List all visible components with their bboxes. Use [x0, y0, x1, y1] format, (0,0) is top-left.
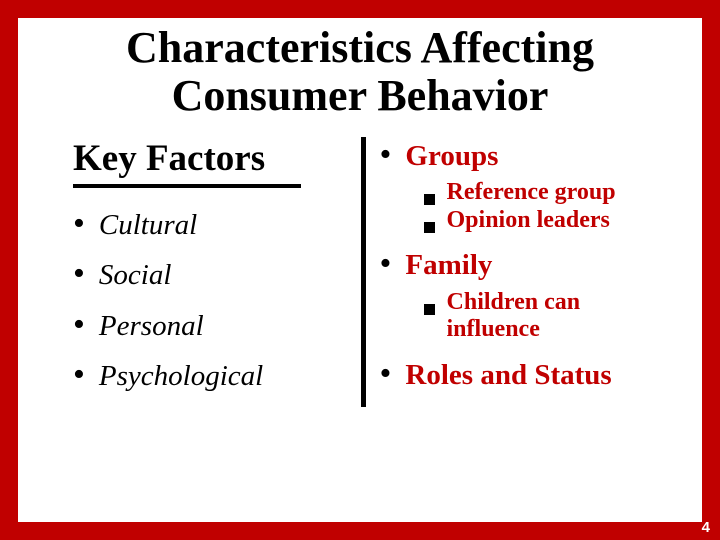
bullet-icon: • [73, 308, 85, 342]
list-item-label: Groups [405, 137, 498, 175]
details-list: • Groups Reference group [380, 137, 672, 394]
list-item-label: Social [99, 256, 172, 294]
list-item: • Groups Reference group [380, 137, 672, 234]
list-item-label: Personal [99, 307, 204, 345]
sublist-item-label: Children can influence [447, 289, 672, 344]
bullet-icon: • [73, 358, 85, 392]
title-line-2: Consumer Behavior [18, 72, 702, 120]
key-factors-list: • Cultural • Social • Personal [73, 206, 351, 395]
list-item: • Cultural [73, 206, 351, 244]
sublist: Children can influence [424, 289, 672, 344]
list-item: • Family Children can influence [380, 246, 672, 343]
sublist-item-label: Opinion leaders [447, 207, 610, 235]
square-bullet-icon [424, 304, 435, 315]
key-factors-heading: Key Factors [73, 137, 301, 188]
page-number: 4 [702, 519, 710, 536]
sublist-item-label: Reference group [447, 179, 616, 207]
title-line-1: Characteristics Affecting [18, 24, 702, 72]
right-column: • Groups Reference group [361, 137, 672, 407]
list-item-label: Family [405, 246, 492, 284]
list-item: • Psychological [73, 357, 351, 395]
slide-title: Characteristics Affecting Consumer Behav… [18, 18, 702, 119]
list-item: • Social [73, 256, 351, 294]
list-item: • Personal [73, 307, 351, 345]
square-bullet-icon [424, 194, 435, 205]
list-item-label: Roles and Status [405, 356, 611, 394]
slide: Characteristics Affecting Consumer Behav… [18, 18, 702, 522]
sublist-item: Opinion leaders [424, 207, 672, 235]
bullet-icon: • [73, 257, 85, 291]
list-item-label: Cultural [99, 206, 197, 244]
content-columns: Key Factors • Cultural • Social • [18, 137, 702, 407]
sublist: Reference group Opinion leaders [424, 179, 672, 234]
bullet-icon: • [380, 357, 392, 391]
bullet-icon: • [73, 207, 85, 241]
bullet-icon: • [380, 247, 392, 281]
square-bullet-icon [424, 222, 435, 233]
sublist-item: Reference group [424, 179, 672, 207]
list-item: • Roles and Status [380, 356, 672, 394]
bullet-icon: • [380, 138, 392, 172]
left-column: Key Factors • Cultural • Social • [73, 137, 361, 407]
sublist-item: Children can influence [424, 289, 672, 344]
list-item-label: Psychological [99, 357, 263, 395]
